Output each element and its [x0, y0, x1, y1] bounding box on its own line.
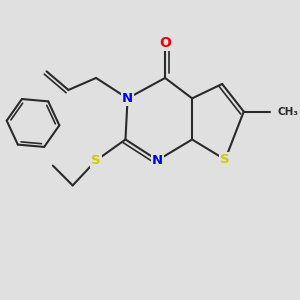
Text: S: S: [91, 154, 101, 167]
Text: N: N: [152, 154, 163, 167]
Text: O: O: [159, 35, 171, 50]
Text: CH₃: CH₃: [278, 106, 299, 117]
Text: N: N: [122, 92, 133, 105]
Text: S: S: [220, 153, 230, 166]
